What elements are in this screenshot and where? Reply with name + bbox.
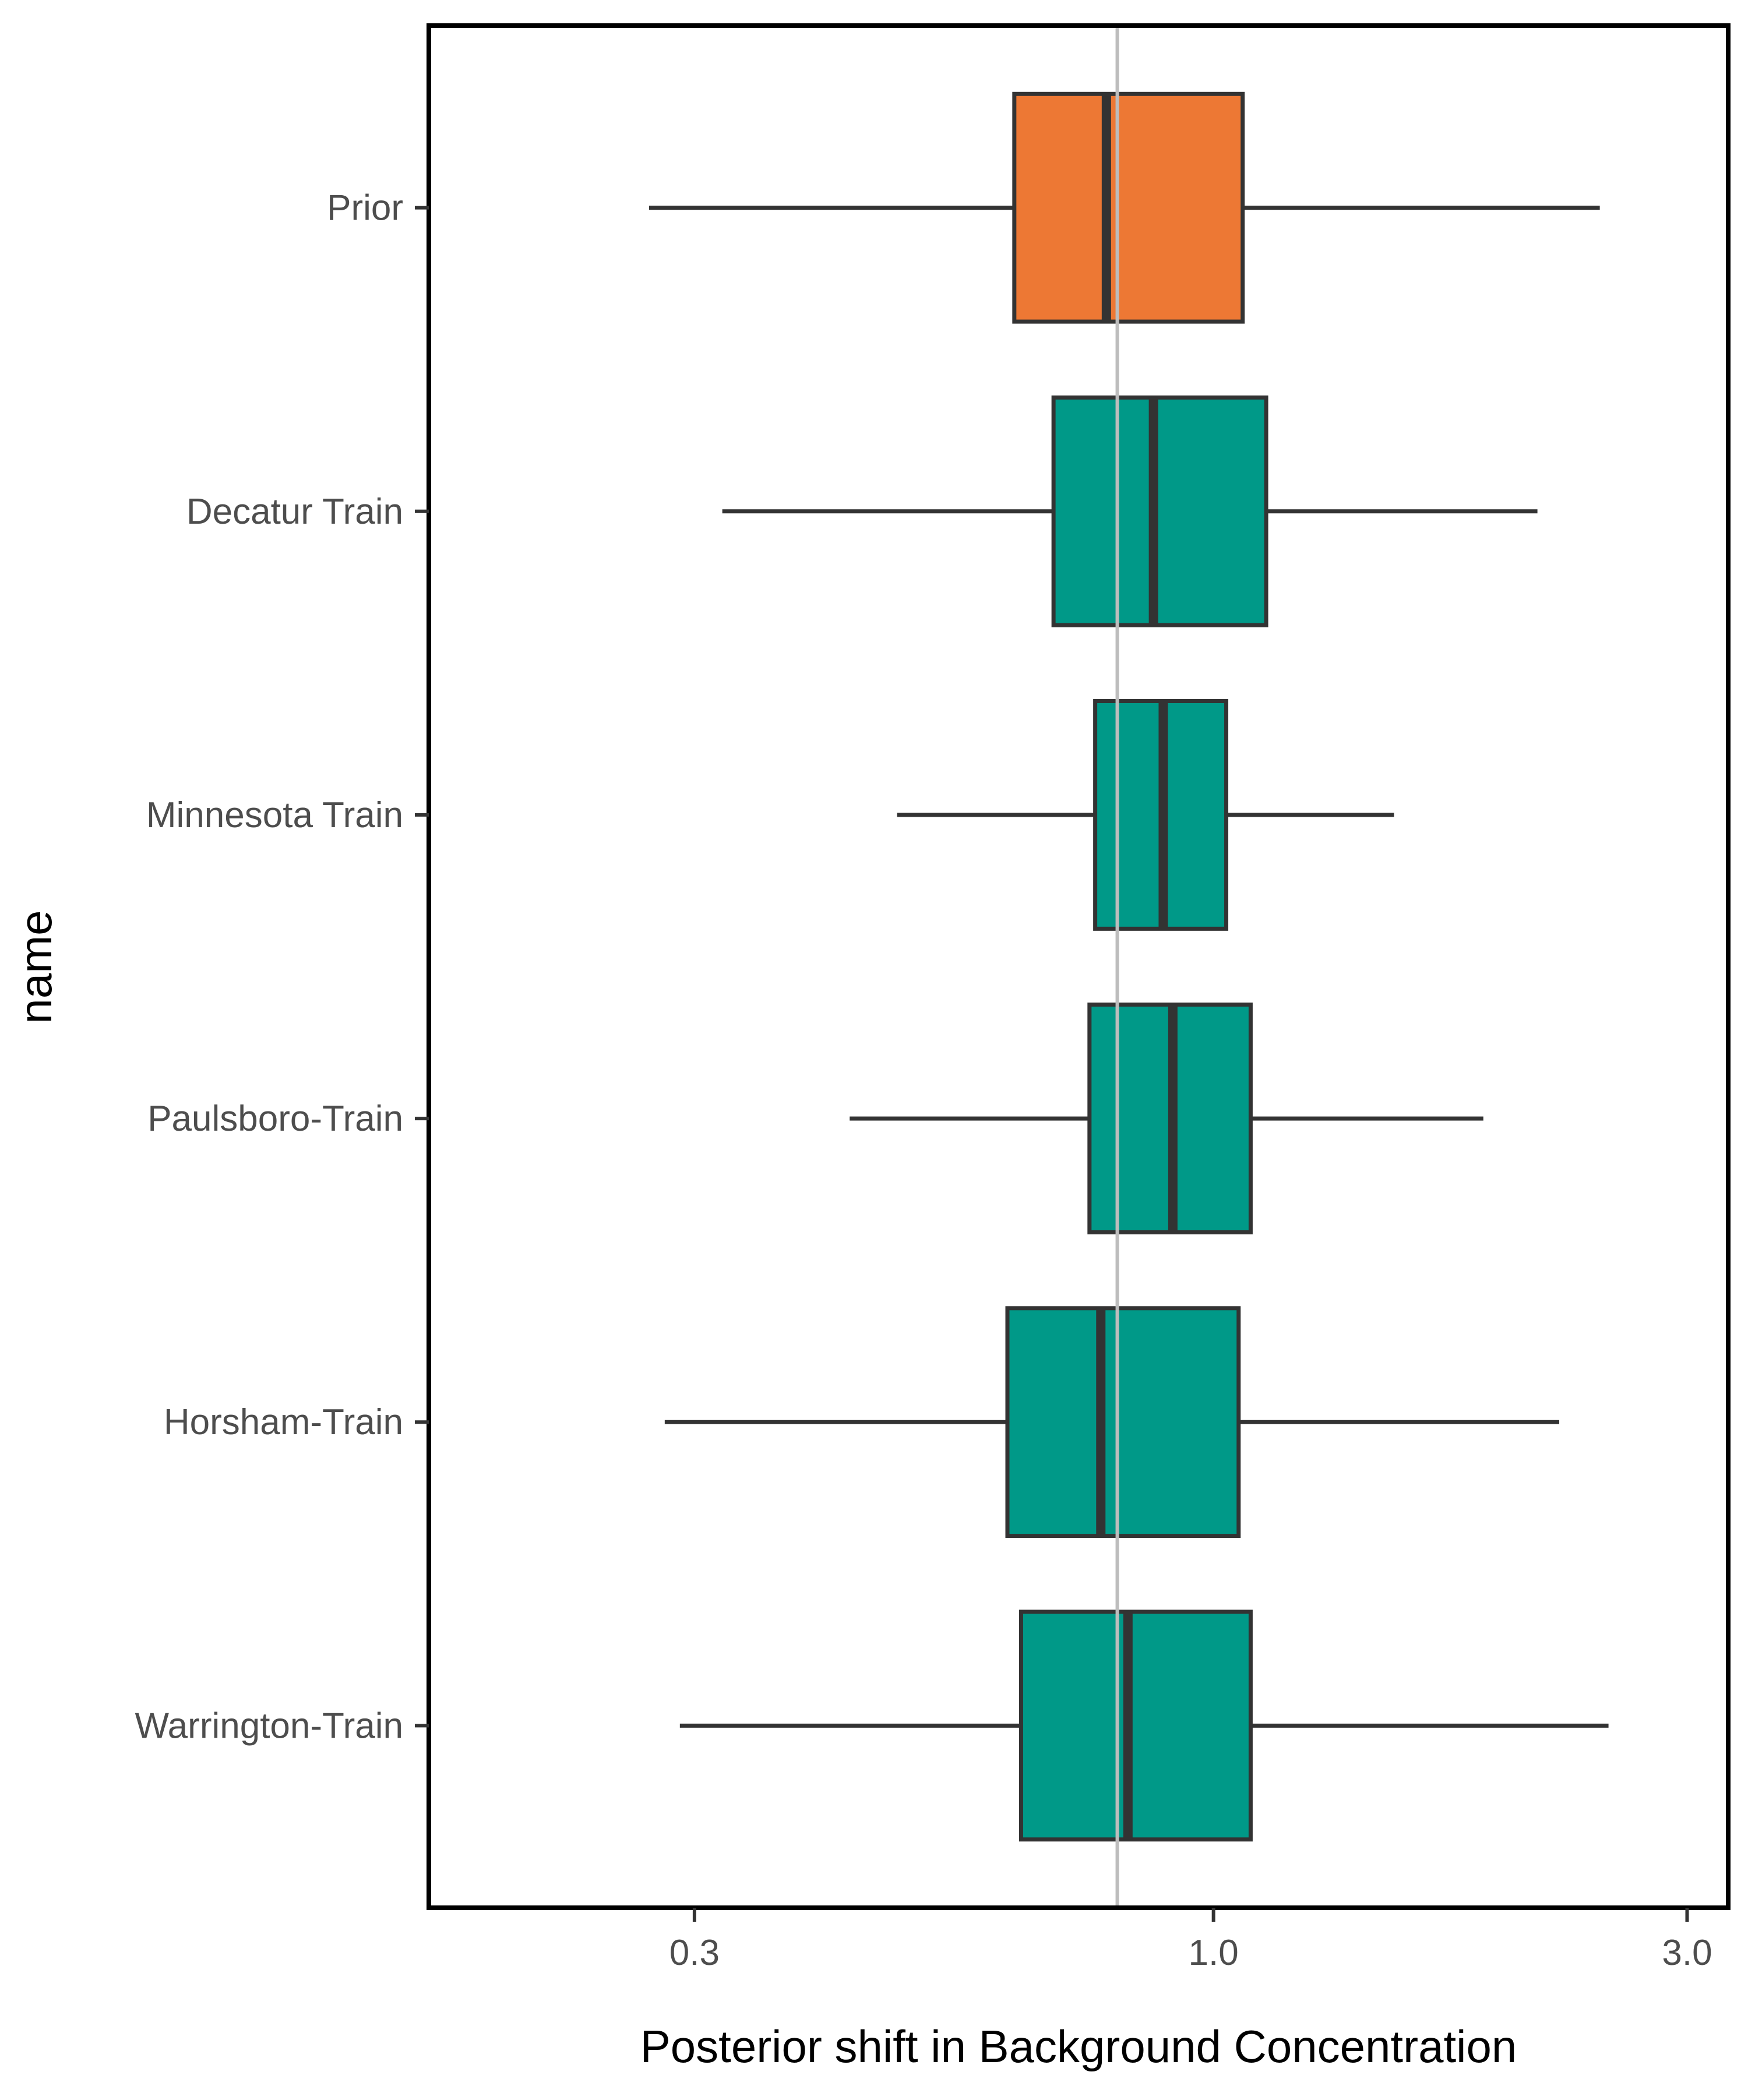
x-axis-title: Posterior shift in Background Concentrat… — [640, 2021, 1517, 2072]
box-body-warrington-train — [1019, 1610, 1253, 1842]
y-tick-label-paulsboro-train: Paulsboro-Train — [147, 1099, 403, 1139]
box-body-horsham-train — [1005, 1306, 1241, 1538]
x-axis: 0.3 1.0 3.0 — [669, 1908, 1712, 1973]
plot-panel — [429, 26, 1728, 1908]
box-prior — [649, 91, 1600, 324]
y-tick-label-warrington-train: Warrington-Train — [135, 1706, 403, 1746]
y-tick-label-decatur-train: Decatur Train — [186, 492, 403, 532]
y-axis: Prior Decatur Train Minnesota Train Paulsbo… — [135, 188, 429, 1746]
y-axis-title: name — [10, 910, 61, 1023]
y-tick-label-prior: Prior — [327, 188, 403, 228]
x-tick-label-3-0: 3.0 — [1662, 1933, 1712, 1973]
x-tick-label-1-0: 1.0 — [1189, 1933, 1239, 1973]
y-tick-label-horsham-train: Horsham-Train — [164, 1402, 403, 1442]
plot-panel-border — [427, 23, 1731, 1910]
box-body-decatur-train — [1051, 395, 1268, 627]
box-horsham-train — [664, 1306, 1560, 1538]
y-tick-label-minnesota-train: Minnesota Train — [146, 795, 403, 835]
box-decatur-train — [722, 395, 1538, 627]
x-tick-label-0-3: 0.3 — [669, 1933, 720, 1973]
box-body-prior — [1012, 91, 1245, 324]
box-warrington-train — [679, 1610, 1609, 1842]
